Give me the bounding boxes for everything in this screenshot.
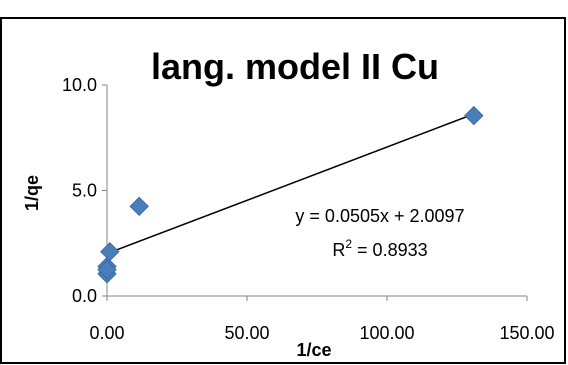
data-point <box>129 196 149 217</box>
r-squared-r: R <box>332 240 345 260</box>
x-tick-label: 150.00 <box>499 323 554 343</box>
x-tick-label: 0.00 <box>89 323 124 343</box>
trendline <box>106 113 475 255</box>
data-point <box>97 259 117 280</box>
chart-border <box>0 17 566 364</box>
data-point <box>464 105 484 126</box>
trendline-equation: y = 0.0505x + 2.0097 <box>295 206 464 226</box>
y-axis-title: 1/qe <box>22 175 42 211</box>
x-axis-title: 1/ce <box>296 340 331 360</box>
x-tick-label: 100.00 <box>359 323 414 343</box>
chart-title: lang. model II Cu <box>151 46 439 87</box>
r-squared-sup: 2 <box>345 237 352 251</box>
x-tick-label: 50.00 <box>224 323 269 343</box>
r-squared-label: R2 = 0.8933 <box>332 237 427 260</box>
data-point <box>100 241 120 262</box>
r-squared-value: = 0.8933 <box>352 240 428 260</box>
y-tick-label: 5.0 <box>72 181 97 201</box>
y-tick-label: 10.0 <box>62 75 97 95</box>
y-tick-label: 0.0 <box>72 286 97 306</box>
